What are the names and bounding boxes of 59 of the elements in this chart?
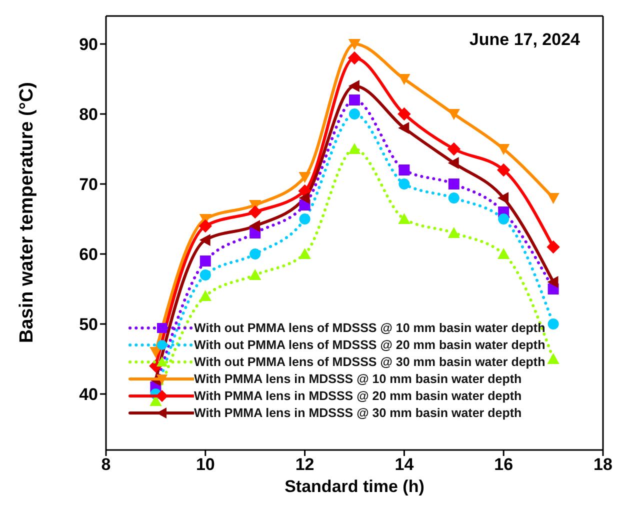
x-tick-label: 16	[494, 455, 514, 474]
x-tick-label: 12	[295, 455, 314, 474]
point	[448, 192, 460, 204]
point	[198, 219, 212, 233]
point	[447, 142, 460, 156]
y-axis-title: Basin water temperature (°C)	[16, 82, 38, 343]
point	[448, 178, 460, 190]
legend-label: With out PMMA lens of MDSSS @ 30 mm basin water depth	[194, 354, 546, 368]
point	[298, 172, 311, 184]
point	[249, 268, 262, 280]
legend-label: With PMMA lens in MDSSS @ 30 mm basin water depth	[194, 406, 522, 420]
point	[398, 107, 411, 121]
point	[398, 178, 410, 190]
point	[547, 193, 560, 204]
annotation: June 17, 2024	[469, 30, 580, 50]
y-tick-label: 90	[79, 35, 98, 54]
point	[248, 205, 262, 219]
point	[349, 108, 360, 120]
x-axis-title: Standard time (h)	[284, 477, 424, 496]
legend-label: With PMMA lens in MDSSS @ 10 mm basin water depth	[194, 372, 522, 386]
point	[298, 192, 310, 204]
point	[348, 142, 361, 154]
legend-label: With PMMA lens in MDSSS @ 20 mm basin water depth	[194, 388, 522, 402]
point	[199, 234, 210, 246]
y-tick-label: 80	[79, 105, 98, 124]
point	[348, 39, 361, 50]
point	[448, 156, 459, 170]
y-tick-label: 60	[79, 245, 98, 264]
point	[200, 256, 211, 266]
point	[547, 352, 560, 364]
point	[200, 270, 211, 280]
point	[448, 226, 460, 238]
y-tick-label: 50	[79, 315, 98, 334]
y-tick-label: 40	[79, 385, 98, 404]
point	[199, 290, 212, 301]
point	[250, 248, 261, 260]
point	[498, 214, 510, 224]
point	[398, 212, 410, 224]
point	[398, 122, 410, 134]
y-tick-label: 70	[79, 175, 98, 194]
point	[498, 248, 510, 259]
point	[497, 163, 510, 177]
x-tick-label: 18	[594, 455, 612, 474]
point	[548, 318, 559, 330]
point	[249, 220, 260, 232]
point	[547, 276, 558, 288]
legend-label: With out PMMA lens of MDSSS @ 10 mm basin water depth	[194, 320, 546, 334]
x-tick-label: 8	[101, 455, 111, 474]
x-tick-label: 14	[394, 455, 414, 474]
point	[398, 164, 410, 176]
point	[546, 240, 560, 254]
point	[348, 80, 360, 92]
point	[349, 94, 360, 106]
point	[298, 248, 311, 259]
point	[299, 214, 310, 224]
x-tick-label: 10	[196, 455, 215, 474]
point	[498, 144, 510, 156]
point	[348, 51, 362, 65]
legend-label: With out PMMA lens of MDSSS @ 20 mm basin water depth	[194, 338, 546, 352]
